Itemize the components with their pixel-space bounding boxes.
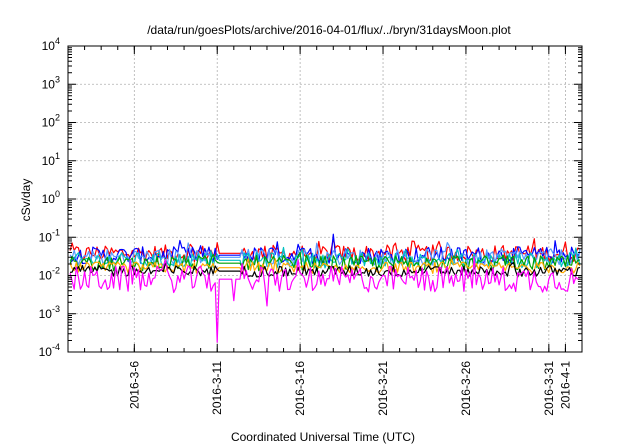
- y-tick-label: 101: [42, 151, 60, 168]
- series-line: [69, 258, 581, 274]
- y-tick-label: 10-4: [39, 342, 60, 359]
- x-tick-label: 2016-3-16: [293, 361, 307, 416]
- x-tick-labels: 2016-3-6 2016-3-11 2016-3-16 2016-3-21 2016-…: [127, 361, 572, 416]
- x-tick-label: 2016-3-6: [127, 361, 141, 409]
- series-line: [69, 238, 581, 263]
- series-line: [69, 256, 580, 343]
- x-tick-label: 2016-3-26: [459, 361, 473, 416]
- y-tick-label: 10-2: [39, 266, 60, 283]
- y-tick-label: 102: [42, 113, 60, 130]
- y-tick-label: 100: [42, 189, 60, 206]
- y-tick-labels: 10-4 10-3 10-2 10-1 100 101 102 103 104: [39, 36, 60, 359]
- axis-layer: [67, 45, 583, 353]
- y-tick-label: 104: [42, 36, 60, 53]
- grid-layer: [68, 46, 582, 352]
- chart-title: /data/run/goesPlots/archive/2016-04-01/f…: [147, 23, 511, 37]
- series-layer: [69, 233, 581, 343]
- y-tick-label: 10-1: [39, 227, 60, 244]
- series-line: [70, 262, 581, 278]
- y-tick-label: 10-3: [39, 304, 60, 321]
- x-tick-label: 2016-4-1: [558, 361, 572, 409]
- y-axis-label: cSv/day: [19, 179, 33, 222]
- x-tick-label: 2016-3-31: [542, 361, 556, 416]
- x-tick-label: 2016-3-21: [376, 361, 390, 416]
- y-tick-label: 103: [42, 74, 60, 91]
- x-axis-label: Coordinated Universal Time (UTC): [231, 430, 415, 444]
- series-line: [69, 251, 580, 272]
- x-tick-label: 2016-3-11: [210, 361, 224, 415]
